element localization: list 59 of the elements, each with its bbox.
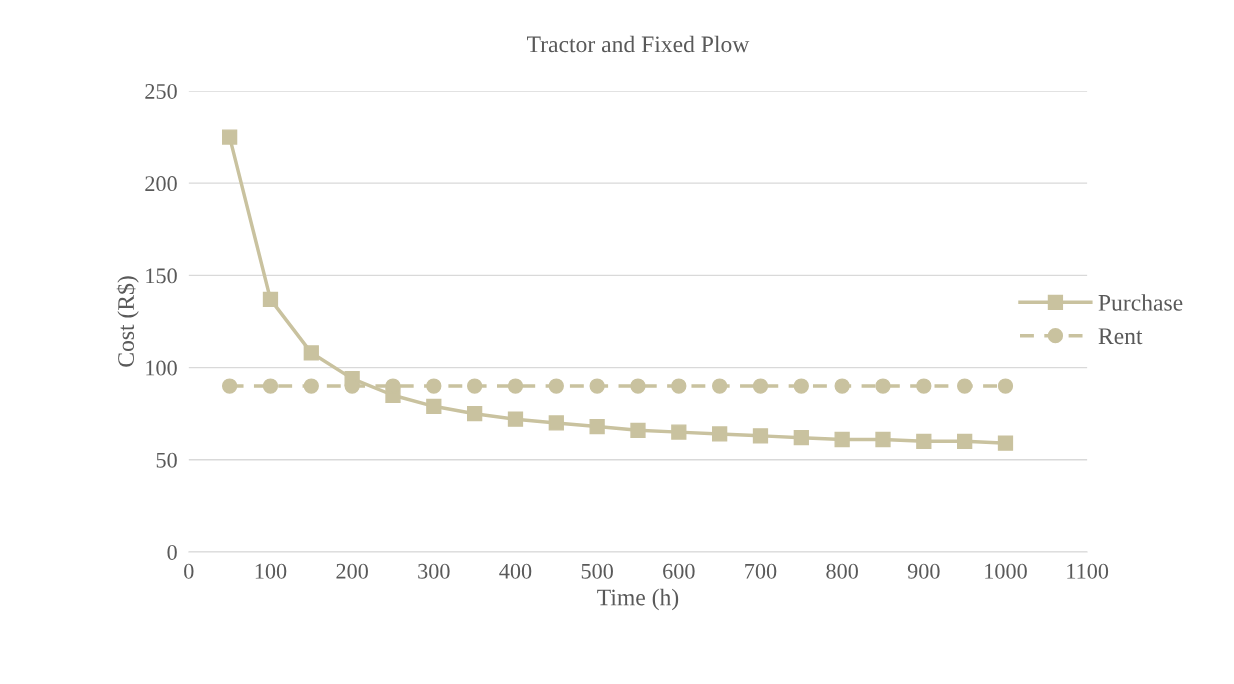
chart-title: Tractor and Fixed Plow xyxy=(527,35,750,53)
point xyxy=(712,426,728,442)
point xyxy=(793,378,809,394)
legend-label: Rent xyxy=(1098,328,1143,345)
point xyxy=(671,424,687,440)
x-tick-label: 100 xyxy=(255,563,287,579)
point xyxy=(712,378,728,394)
point xyxy=(548,415,564,431)
x-tick-label: 900 xyxy=(907,563,940,579)
point xyxy=(916,378,932,394)
point xyxy=(262,378,279,394)
point xyxy=(916,433,932,449)
point xyxy=(997,435,1014,451)
point xyxy=(589,418,605,435)
point xyxy=(548,378,564,394)
x-tick-label: 700 xyxy=(745,563,777,579)
point xyxy=(630,378,646,394)
point xyxy=(671,378,687,394)
point xyxy=(752,378,769,394)
x-tick-label: 400 xyxy=(499,563,532,579)
x-tick-label: 200 xyxy=(336,563,368,579)
point xyxy=(875,378,891,394)
y-tick-label: 0 xyxy=(167,544,177,560)
x-tick-label: 600 xyxy=(663,563,695,579)
x-tick-label: 1100 xyxy=(1067,563,1109,579)
point xyxy=(875,431,891,448)
y-tick-label: 200 xyxy=(145,176,177,192)
point xyxy=(221,378,238,394)
point xyxy=(630,422,646,438)
point xyxy=(507,411,524,427)
point xyxy=(834,431,850,448)
point xyxy=(957,433,973,449)
x-tick-label: 1000 xyxy=(985,563,1027,579)
legend-label: Purchase xyxy=(1098,294,1183,311)
point xyxy=(957,378,973,394)
point xyxy=(426,378,442,394)
y-tick-label: 100 xyxy=(146,360,177,376)
point xyxy=(467,406,483,422)
x-axis-title: Time (h) xyxy=(597,588,679,611)
point xyxy=(507,378,524,394)
x-tick-label: 300 xyxy=(418,563,450,579)
point xyxy=(426,398,442,414)
x-tick-label: 0 xyxy=(184,563,194,579)
point xyxy=(467,378,483,394)
point xyxy=(793,430,809,446)
y-axis-title: Cost (R$) xyxy=(116,276,139,367)
point xyxy=(752,428,769,444)
point xyxy=(834,378,850,394)
point xyxy=(997,378,1014,394)
x-tick-label: 500 xyxy=(581,563,613,579)
x-tick-label: 800 xyxy=(826,563,858,579)
y-tick-label: 50 xyxy=(156,452,177,468)
point xyxy=(589,378,605,394)
point xyxy=(262,291,279,307)
point xyxy=(221,129,238,145)
point xyxy=(303,378,319,394)
point xyxy=(303,345,319,361)
y-tick-label: 250 xyxy=(145,83,177,99)
y-tick-label: 150 xyxy=(146,268,177,284)
